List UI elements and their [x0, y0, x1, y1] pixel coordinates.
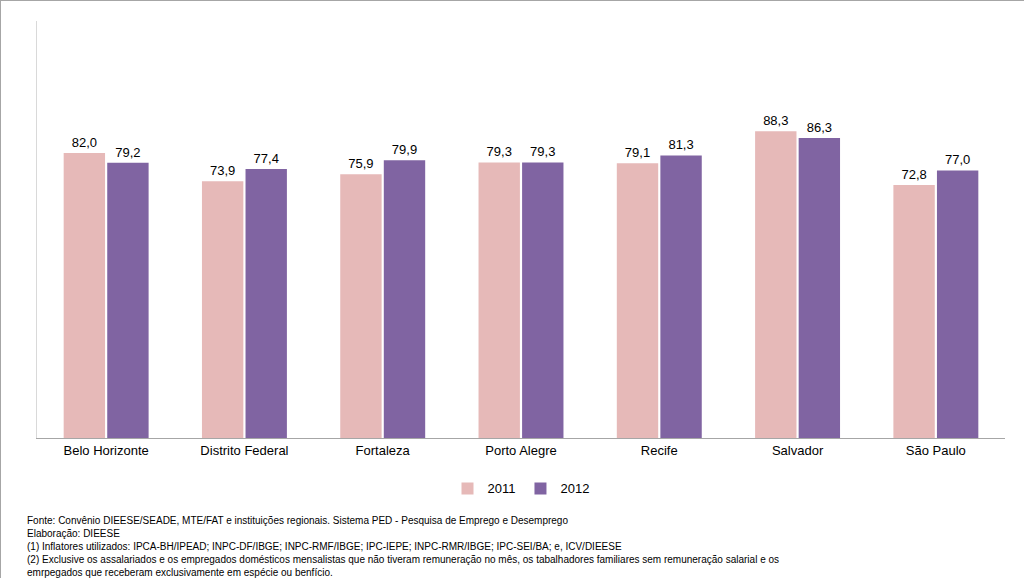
svg-text:Salvador: Salvador: [772, 443, 824, 458]
svg-text:Distrito Federal: Distrito Federal: [200, 443, 288, 458]
svg-text:81,3: 81,3: [668, 137, 693, 152]
svg-text:77,0: 77,0: [945, 152, 970, 167]
svg-text:São Paulo: São Paulo: [906, 443, 966, 458]
svg-text:79,1: 79,1: [625, 145, 650, 160]
svg-text:73,9: 73,9: [210, 163, 235, 178]
svg-text:79,2: 79,2: [115, 145, 140, 160]
svg-text:Fortaleza: Fortaleza: [356, 443, 411, 458]
svg-text:72,8: 72,8: [901, 167, 926, 182]
svg-text:75,9: 75,9: [348, 156, 373, 171]
svg-text:79,3: 79,3: [487, 144, 512, 159]
svg-text:Recife: Recife: [641, 443, 678, 458]
svg-text:2011: 2011: [488, 481, 516, 496]
svg-text:77,4: 77,4: [254, 151, 279, 166]
svg-text:79,9: 79,9: [392, 142, 417, 157]
svg-text:79,3: 79,3: [530, 144, 555, 159]
svg-text:2012: 2012: [560, 481, 589, 496]
svg-text:86,3: 86,3: [807, 120, 832, 135]
svg-text:Belo Horizonte: Belo Horizonte: [63, 443, 148, 458]
svg-text:Fonte: Convênio DIEESE/SEADE,: Fonte: Convênio DIEESE/SEADE, MTE/FAT e …: [27, 515, 779, 578]
svg-text:82,0: 82,0: [72, 135, 97, 150]
svg-text:88,3: 88,3: [763, 113, 788, 128]
svg-text:Porto Alegre: Porto Alegre: [485, 443, 557, 458]
